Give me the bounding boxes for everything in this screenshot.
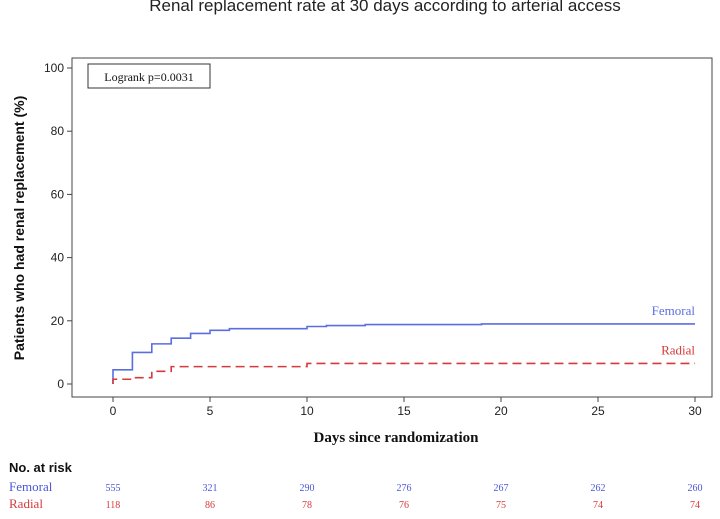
x-tick-label: 15: [397, 404, 411, 418]
y-tick-label: 100: [44, 61, 64, 75]
logrank-box-border: [87, 63, 211, 89]
risk-count-femoral: 321: [203, 483, 218, 494]
risk-row-label-femoral: Femoral: [9, 479, 53, 494]
y-tick-label: 80: [51, 124, 65, 138]
series-label-radial: Radial: [661, 342, 695, 357]
x-tick-label: 25: [591, 404, 605, 418]
risk-row-label-radial: Radial: [9, 496, 43, 511]
series-label-femoral: Femoral: [652, 303, 696, 318]
logrank-box: Logrank p=0.0031: [87, 63, 211, 89]
y-tick-label: 60: [51, 187, 65, 201]
y-tick-label: 40: [51, 251, 65, 265]
series-line-radial: [112, 362, 695, 384]
y-tick-label: 0: [57, 377, 64, 391]
risk-table-title: No. at risk: [9, 460, 73, 475]
risk-count-femoral: 262: [591, 483, 606, 494]
risk-count-radial: 74: [593, 500, 603, 511]
chart-title: Renal replacement rate at 30 days accord…: [149, 0, 621, 15]
risk-count-femoral: 276: [397, 483, 412, 494]
risk-count-radial: 118: [106, 500, 121, 511]
x-tick-label: 10: [300, 404, 314, 418]
x-tick-label: 0: [110, 404, 117, 418]
y-axis-label: Patients who had renal replacement (%): [11, 96, 27, 361]
risk-count-femoral: 290: [300, 483, 315, 494]
risk-count-femoral: 267: [494, 483, 509, 494]
risk-count-radial: 86: [205, 500, 215, 511]
risk-count-radial: 74: [690, 500, 700, 511]
series-line-femoral: [112, 323, 695, 384]
risk-count-radial: 75: [496, 500, 506, 511]
risk-table: Femoral 555 321 290 276 267 262 260 Radial 118 86 7…: [9, 479, 703, 511]
x-axis-label: Days since randomization: [314, 430, 480, 446]
x-tick-label: 30: [688, 404, 702, 418]
x-axis: 0 5 10 15 20 25 30: [110, 397, 702, 418]
y-tick-label: 20: [51, 314, 65, 328]
risk-count-femoral: 260: [688, 483, 703, 494]
risk-count-radial: 76: [399, 500, 409, 511]
x-tick-label: 5: [207, 404, 214, 418]
y-axis: 0 20 40 60 80 100: [44, 61, 72, 391]
x-tick-label: 20: [494, 404, 508, 418]
series-layer: Femoral Radial: [112, 303, 696, 384]
plot-frame: [71, 57, 713, 398]
risk-count-radial: 78: [302, 500, 312, 511]
logrank-annotation: Logrank p=0.0031: [104, 70, 193, 84]
risk-count-femoral: 555: [106, 483, 121, 494]
